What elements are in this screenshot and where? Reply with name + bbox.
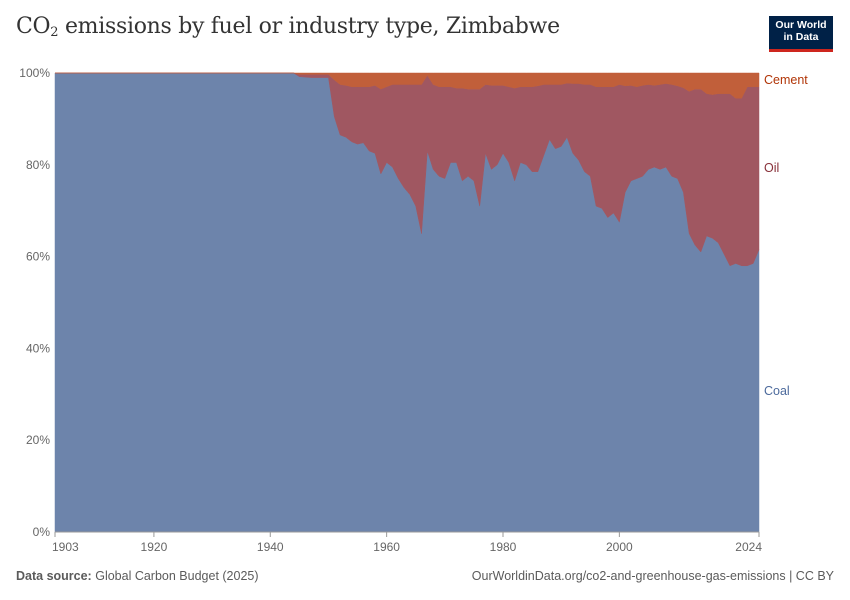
data-source: Data source: Global Carbon Budget (2025) xyxy=(16,569,259,583)
x-tick-label: 2024 xyxy=(735,540,762,554)
title-prefix: CO xyxy=(16,14,51,39)
source-label: Data source: xyxy=(16,569,92,583)
y-tick-label: 80% xyxy=(26,158,50,172)
y-tick-label: 20% xyxy=(26,433,50,447)
logo-line1: Our World xyxy=(775,19,827,31)
legend-oil: Oil xyxy=(764,161,779,175)
x-tick-label: 1940 xyxy=(257,540,284,554)
y-tick-label: 100% xyxy=(19,66,50,80)
x-tick-label: 1960 xyxy=(373,540,400,554)
stacked-areas xyxy=(54,72,760,533)
chart-title: CO2 emissions by fuel or industry type, … xyxy=(16,14,560,40)
logo-line2: in Data xyxy=(783,31,819,43)
area-cement xyxy=(55,72,760,99)
legend: Coal Oil Cement xyxy=(764,73,808,398)
x-tick-label: 2000 xyxy=(606,540,633,554)
legend-coal: Coal xyxy=(764,384,790,398)
x-tick-label: 1903 xyxy=(52,540,79,554)
y-tick-label: 60% xyxy=(26,250,50,264)
y-axis: 0% 20% 40% 60% 80% 100% xyxy=(19,66,50,539)
x-tick-label: 1920 xyxy=(141,540,168,554)
source-link[interactable]: Global Carbon Budget (2025) xyxy=(95,569,259,583)
title-suffix: emissions by fuel or industry type, Zimb… xyxy=(58,14,560,39)
owid-logo[interactable]: Our World in Data xyxy=(769,16,833,52)
title-subscript: 2 xyxy=(50,25,59,40)
y-tick-label: 40% xyxy=(26,341,50,355)
x-axis: 1903 1920 1940 1960 1980 2000 2024 xyxy=(52,531,762,554)
y-tick-label: 0% xyxy=(33,525,51,539)
x-tick-label: 1980 xyxy=(490,540,517,554)
legend-cement: Cement xyxy=(764,73,808,87)
footer-url[interactable]: OurWorldinData.org/co2-and-greenhouse-ga… xyxy=(471,569,834,583)
